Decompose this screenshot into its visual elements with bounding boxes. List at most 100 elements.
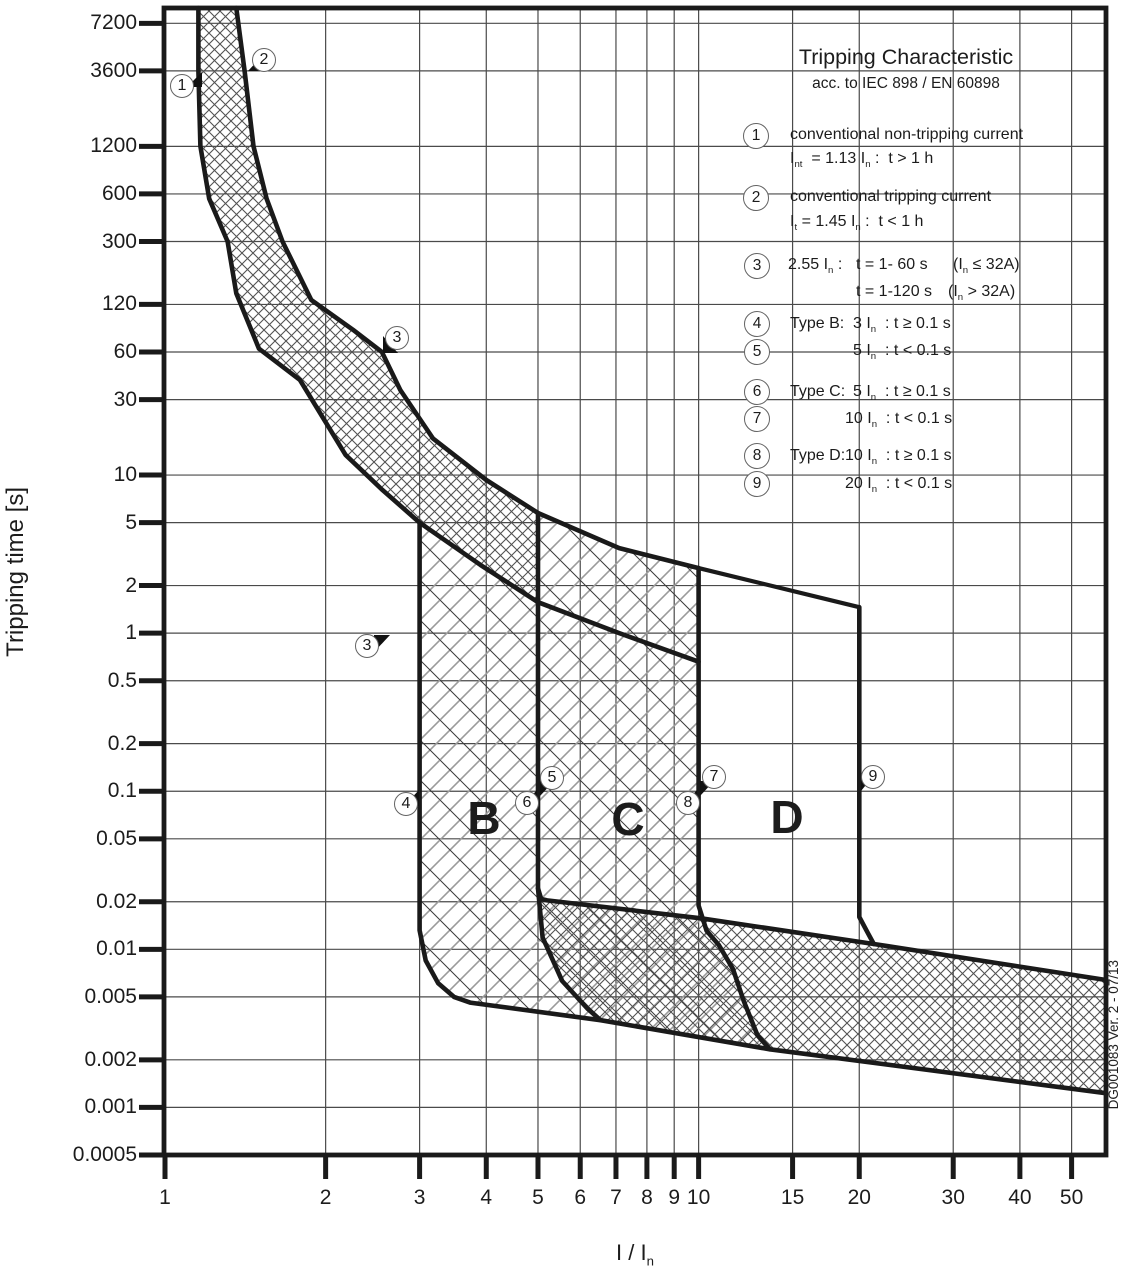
marker-circle-7: 7 [702, 765, 726, 789]
x-tick-label: 8 [641, 1186, 653, 1209]
legend-num-2: 2 [743, 185, 769, 211]
document-ref-code: DG001083 Ver. 2 - 07/13 [1106, 960, 1121, 1110]
legend-num-4: 4 [744, 311, 770, 337]
marker-circle-9: 9 [861, 765, 885, 789]
x-tick-label: 50 [1059, 1186, 1084, 1209]
y-tick-label: 0.02 [96, 889, 137, 913]
marker-circle-8: 8 [676, 791, 700, 815]
legend-num-5: 5 [744, 339, 770, 365]
y-tick-label: 0.005 [84, 984, 137, 1008]
line-type-d-top [696, 566, 862, 610]
x-axis-title: I / In [616, 1240, 654, 1269]
chart-subtitle: acc. to IEC 898 / EN 60898 [812, 75, 1000, 92]
subscript: nt [794, 159, 803, 171]
y-tick-label: 3600 [90, 58, 137, 82]
x-tick-label: 15 [780, 1186, 805, 1209]
x-tick-label: 2 [319, 1186, 332, 1209]
x-tick-label: 5 [532, 1186, 544, 1209]
subscript: n [646, 1253, 654, 1269]
line-type-d-10in [696, 565, 773, 1052]
y-tick-label: 5 [125, 510, 137, 534]
legend-text: It = 1.45 In : t < 1 h [790, 213, 924, 234]
y-tick-label: 1 [125, 621, 137, 645]
marker-circle-5: 5 [540, 766, 564, 790]
line-type-d-20in [857, 604, 877, 947]
line-type-b-3in-and-band-lower [417, 520, 1109, 1096]
y-tick-label: 60 [113, 340, 137, 364]
legend-text: 3 In : t ≥ 0.1 s [853, 315, 951, 336]
legend-text: (In > 32A) [948, 283, 1016, 304]
y-tick-label: 0.0005 [72, 1143, 137, 1166]
legend-text: Type C: [790, 383, 846, 400]
subscript: n [870, 351, 877, 363]
legend-text: 20 In : t < 0.1 s [845, 475, 953, 496]
legend-text: 10 In : t < 0.1 s [845, 410, 953, 431]
y-tick-label: 0.001 [84, 1095, 137, 1119]
marker-circle-3: 3 [355, 634, 379, 658]
line-type-c-5in-lower-branch [535, 886, 603, 1023]
y-tick-label: 30 [113, 387, 137, 411]
region-letter-b: B [467, 792, 501, 844]
x-tick-label: 30 [941, 1186, 965, 1209]
marker-circle-3: 3 [385, 326, 409, 350]
legend-text: 2.55 In : [788, 256, 843, 277]
legend-text: Type B: [790, 315, 845, 332]
y-tick-label: 0.002 [84, 1047, 137, 1071]
legend-text: Int = 1.13 In : t > 1 h [790, 150, 934, 171]
x-tick-label: 1 [159, 1186, 171, 1209]
legend-text: (In ≤ 32A) [953, 256, 1020, 277]
region-letter-d: D [770, 791, 804, 843]
y-tick-label: 600 [101, 181, 137, 205]
x-tick-label: 3 [413, 1186, 426, 1209]
legend-num-3: 3 [744, 253, 770, 279]
subscript: n [871, 484, 878, 496]
chart-title: Tripping Characteristic [798, 45, 1014, 69]
y-tick-label: 7200 [90, 11, 137, 35]
subscript: n [828, 265, 834, 277]
y-tick-label: 10 [113, 463, 137, 487]
legend-num-8: 8 [744, 443, 770, 469]
legend-text: t = 1- 60 s [856, 256, 928, 273]
y-tick-label: 0.2 [107, 731, 137, 755]
legend-text: 5 In : t < 0.1 s [853, 342, 952, 363]
marker-circle-6: 6 [515, 791, 539, 815]
x-tick-label: 7 [610, 1186, 622, 1209]
fill-instantaneous-band [538, 888, 1106, 1094]
fill-region-b [419, 522, 601, 1021]
x-tick-label: 10 [686, 1186, 711, 1209]
y-tick-label: 120 [101, 292, 137, 316]
y-tick-label: 0.01 [96, 937, 137, 961]
x-tick-label: 6 [574, 1186, 587, 1209]
curve-non-tripping-current [196, 5, 701, 664]
legend-text: t = 1-120 s [856, 283, 933, 300]
legend-text: conventional tripping current [790, 188, 992, 205]
subscript: n [870, 392, 877, 404]
legend-text: conventional non-tripping current [790, 126, 1024, 143]
region-letter-c: C [611, 793, 645, 845]
subscript: n [962, 265, 969, 277]
plot-frame [161, 5, 1109, 1158]
y-axis-title: Tripping time [s] [2, 487, 29, 657]
y-tick-label: 2 [125, 573, 137, 597]
x-tick-label: 4 [480, 1186, 493, 1209]
legend-num-7: 7 [744, 406, 770, 432]
marker-circle-4: 4 [394, 792, 418, 816]
subscript: n [865, 159, 871, 171]
marker-circle-2: 2 [252, 48, 276, 72]
legend-num-6: 6 [744, 379, 770, 405]
y-tick-label: 0.5 [107, 668, 137, 692]
y-tick-label: 300 [101, 229, 137, 253]
x-tick-label: 40 [1008, 1186, 1032, 1209]
x-tick-label: 9 [668, 1186, 681, 1209]
y-tick-label: 0.05 [96, 826, 137, 850]
y-tick-label: 0.1 [107, 779, 137, 803]
x-tick-label: 20 [847, 1186, 871, 1209]
y-tick-label: 1200 [90, 134, 137, 158]
subscript: n [871, 419, 878, 431]
subscript: n [870, 324, 877, 336]
curve-tripping-current [234, 5, 701, 571]
subscript: n [957, 292, 964, 304]
subscript: n [855, 222, 861, 234]
